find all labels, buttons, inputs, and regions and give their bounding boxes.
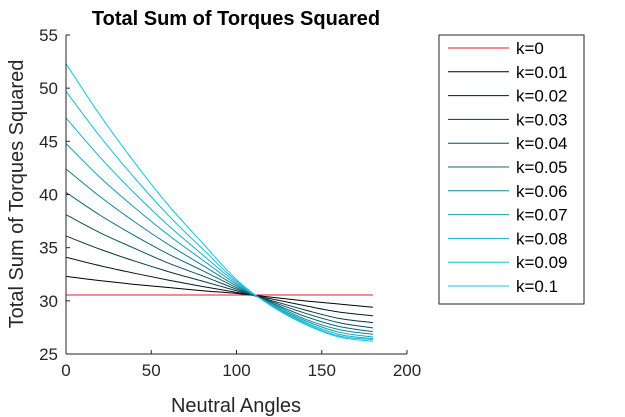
y-tick-label: 55: [39, 26, 58, 45]
series-line-6: [65, 191, 373, 333]
y-tick-label: 50: [39, 79, 58, 98]
legend-box: [438, 34, 585, 305]
legend-label-7: k=0.06: [516, 182, 568, 201]
y-tick-label: 25: [39, 345, 58, 364]
legend-label-9: k=0.08: [516, 229, 568, 248]
x-tick-label: 0: [61, 361, 70, 380]
x-tick-label: 200: [393, 361, 421, 380]
series-line-9: [65, 117, 373, 340]
series-line-8: [65, 143, 373, 338]
series-line-3: [65, 256, 373, 317]
series-line-5: [65, 214, 373, 329]
y-axis-label: Total Sum of Torques Squared: [6, 60, 28, 329]
legend-label-11: k=0.1: [516, 277, 558, 296]
x-tick-label: 150: [308, 361, 336, 380]
legend-label-5: k=0.04: [516, 134, 568, 153]
legend: k=0 k=0.01 k=0.02 k=0.03 k=0.04 k=0.05 k=0.06 k…: [438, 34, 585, 305]
series-line-11: [65, 63, 373, 342]
legend-label-3: k=0.02: [516, 87, 568, 106]
series-layer: [65, 63, 373, 342]
chart-title: Total Sum of Torques Squared: [92, 8, 380, 30]
x-axis-label: Neutral Angles: [171, 395, 301, 417]
x-tick-label: 100: [222, 361, 250, 380]
legend-label-10: k=0.09: [516, 253, 568, 272]
series-line-2: [65, 275, 373, 308]
legend-label-2: k=0.01: [516, 63, 568, 82]
legend-label-6: k=0.05: [516, 158, 568, 177]
legend-label-8: k=0.07: [516, 206, 568, 225]
legend-label-1: k=0: [516, 39, 544, 58]
y-tick-label: 40: [39, 186, 58, 205]
axes-layer: 0 50 100 150 200 25 30 35 40 45 50 55: [39, 26, 421, 380]
plot-area: [66, 35, 407, 354]
series-line-7: [65, 168, 373, 335]
y-tick-label: 30: [39, 292, 58, 311]
series-line-10: [65, 91, 373, 341]
x-tick-label: 50: [142, 361, 161, 380]
legend-label-4: k=0.03: [516, 110, 568, 129]
y-tick-label: 45: [39, 132, 58, 151]
y-tick-label: 35: [39, 239, 58, 258]
series-line-4: [65, 235, 373, 324]
